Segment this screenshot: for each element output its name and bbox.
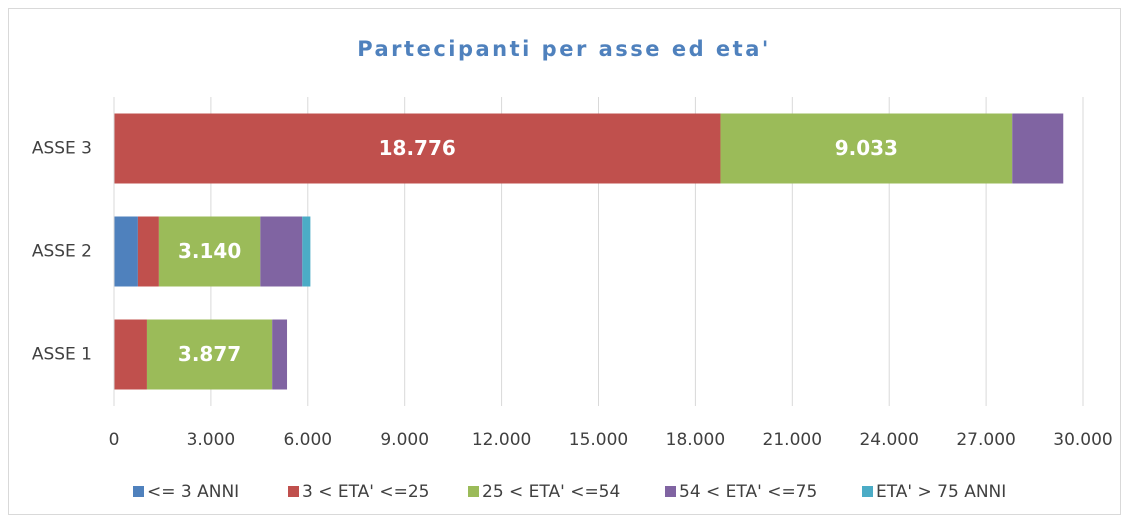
x-tick-label: 6.000 bbox=[283, 430, 332, 450]
x-tick-label: 3.000 bbox=[187, 430, 236, 450]
bar-segment bbox=[1012, 113, 1064, 184]
legend-swatch bbox=[133, 486, 144, 497]
x-tick-label: 15.000 bbox=[569, 430, 628, 450]
y-tick-label: ASSE 1 bbox=[32, 345, 92, 365]
y-tick-label: ASSE 2 bbox=[32, 242, 92, 262]
legend-swatch bbox=[665, 486, 676, 497]
bar-segment bbox=[720, 113, 1013, 184]
legend-label: ETA' > 75 ANNI bbox=[876, 482, 1006, 502]
value-label: 3.877 bbox=[178, 342, 241, 366]
bar-segment bbox=[146, 319, 273, 390]
bar-segment bbox=[114, 216, 138, 287]
chart-title: Partecipanti per asse ed eta' bbox=[357, 37, 771, 61]
bar-segment bbox=[114, 319, 147, 390]
legend-label: 54 < ETA' <=75 bbox=[679, 482, 817, 502]
bar-segment bbox=[158, 216, 261, 287]
legend-swatch bbox=[862, 486, 873, 497]
legend-swatch bbox=[288, 486, 299, 497]
value-label: 9.033 bbox=[835, 136, 898, 160]
value-label: 3.140 bbox=[178, 239, 241, 263]
bar-segment bbox=[137, 216, 159, 287]
x-tick-label: 24.000 bbox=[859, 430, 918, 450]
x-tick-label: 9.000 bbox=[380, 430, 429, 450]
legend-label: <= 3 ANNI bbox=[147, 482, 239, 502]
x-tick-label: 21.000 bbox=[763, 430, 822, 450]
x-tick-label: 12.000 bbox=[472, 430, 531, 450]
value-label: 18.776 bbox=[379, 136, 456, 160]
legend-label: 3 < ETA' <=25 bbox=[302, 482, 430, 502]
bar-segment bbox=[272, 319, 288, 390]
x-tick-label: 0 bbox=[109, 430, 120, 450]
x-tick-label: 30.000 bbox=[1053, 430, 1112, 450]
bar-segment bbox=[302, 216, 311, 287]
legend-swatch bbox=[468, 486, 479, 497]
legend-label: 25 < ETA' <=54 bbox=[482, 482, 620, 502]
y-tick-label: ASSE 3 bbox=[32, 139, 92, 159]
bar-segment bbox=[260, 216, 303, 287]
x-tick-label: 27.000 bbox=[956, 430, 1015, 450]
x-tick-label: 18.000 bbox=[666, 430, 725, 450]
bar-segment bbox=[114, 113, 721, 184]
